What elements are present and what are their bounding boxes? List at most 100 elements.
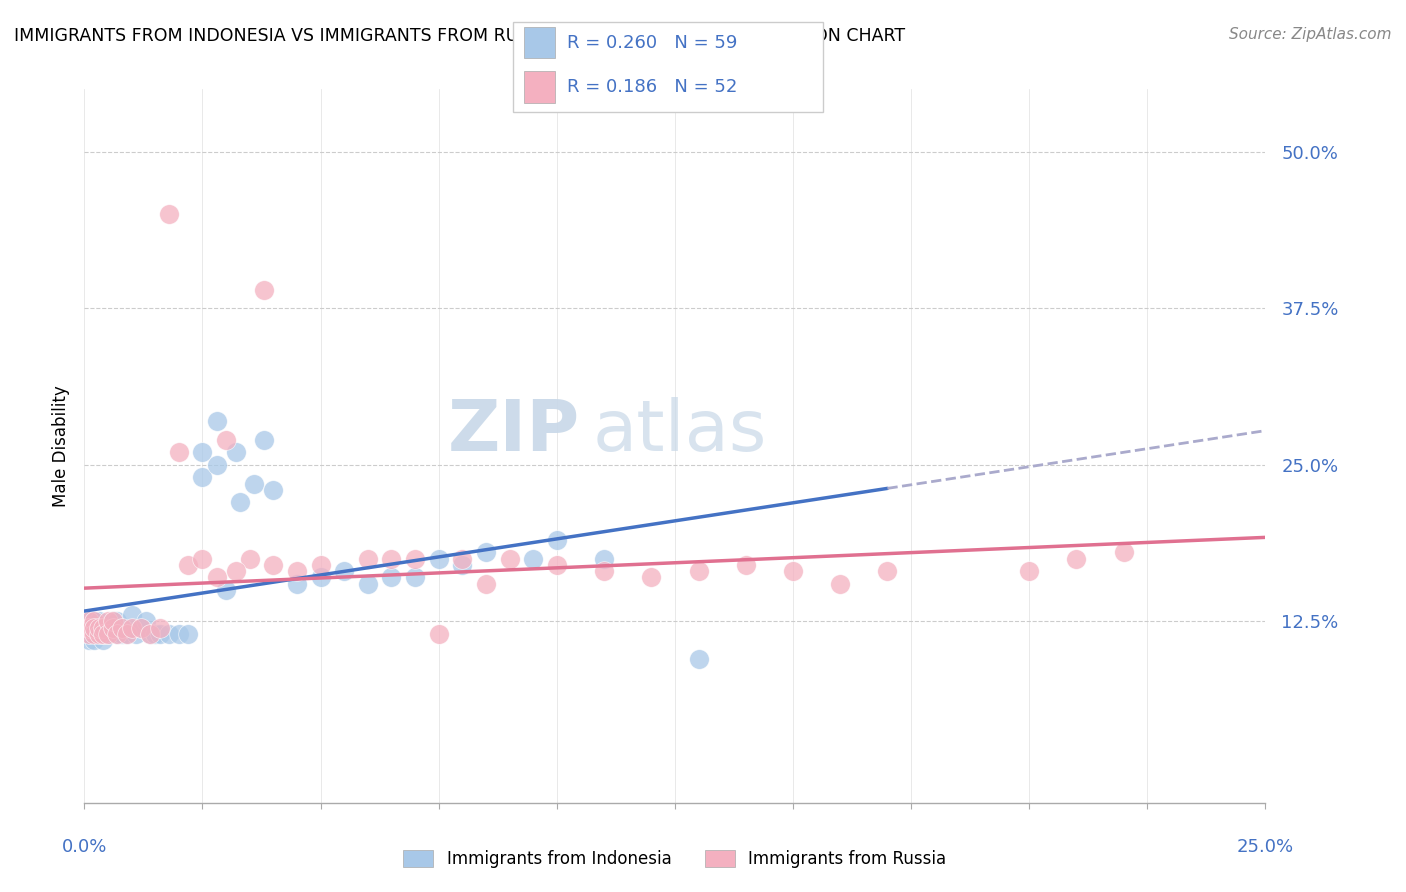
- Text: 25.0%: 25.0%: [1237, 838, 1294, 856]
- Point: [101, 614, 124, 628]
- Point: [357, 576, 380, 591]
- Point: [87, 614, 110, 628]
- Point: [380, 570, 402, 584]
- Point: [83, 621, 105, 635]
- Point: [101, 621, 124, 635]
- Point: [215, 582, 238, 597]
- Point: [177, 558, 200, 572]
- Point: [157, 627, 180, 641]
- Point: [91, 633, 114, 648]
- Point: [225, 445, 247, 459]
- Point: [593, 564, 616, 578]
- Point: [239, 551, 262, 566]
- Text: atlas: atlas: [592, 397, 766, 467]
- Point: [177, 627, 200, 641]
- Point: [77, 621, 100, 635]
- Point: [191, 551, 214, 566]
- Text: R = 0.186   N = 52: R = 0.186 N = 52: [567, 78, 737, 96]
- Point: [285, 576, 308, 591]
- Point: [1112, 545, 1135, 559]
- Point: [309, 558, 332, 572]
- Point: [149, 621, 172, 635]
- Point: [215, 433, 238, 447]
- Text: IMMIGRANTS FROM INDONESIA VS IMMIGRANTS FROM RUSSIA MALE DISABILITY CORRELATION : IMMIGRANTS FROM INDONESIA VS IMMIGRANTS …: [14, 27, 905, 45]
- Point: [135, 614, 157, 628]
- Point: [111, 621, 134, 635]
- Point: [121, 607, 143, 622]
- Point: [83, 621, 105, 635]
- Point: [167, 627, 190, 641]
- Point: [205, 458, 228, 472]
- Point: [107, 627, 129, 641]
- Point: [427, 551, 450, 566]
- Point: [129, 621, 152, 635]
- Point: [111, 627, 134, 641]
- Point: [205, 570, 228, 584]
- Point: [77, 621, 100, 635]
- Point: [115, 627, 138, 641]
- Text: R = 0.260   N = 59: R = 0.260 N = 59: [567, 34, 737, 52]
- Point: [191, 470, 214, 484]
- Point: [546, 533, 568, 547]
- Point: [97, 627, 120, 641]
- Point: [91, 621, 114, 635]
- Point: [546, 558, 568, 572]
- Point: [91, 627, 114, 641]
- Point: [380, 551, 402, 566]
- Point: [125, 627, 148, 641]
- Point: [451, 551, 474, 566]
- Point: [333, 564, 356, 578]
- Point: [157, 207, 180, 221]
- Point: [87, 627, 110, 641]
- Point: [309, 570, 332, 584]
- Point: [225, 564, 247, 578]
- Point: [149, 627, 172, 641]
- Point: [83, 614, 105, 628]
- Legend: Immigrants from Indonesia, Immigrants from Russia: Immigrants from Indonesia, Immigrants fr…: [396, 843, 953, 875]
- Point: [77, 621, 100, 635]
- Point: [77, 627, 100, 641]
- Text: Source: ZipAtlas.com: Source: ZipAtlas.com: [1229, 27, 1392, 42]
- Point: [876, 564, 898, 578]
- Point: [593, 551, 616, 566]
- Point: [83, 614, 105, 628]
- Point: [285, 564, 308, 578]
- Point: [143, 627, 166, 641]
- Point: [101, 614, 124, 628]
- Point: [830, 576, 852, 591]
- Point: [522, 551, 544, 566]
- Point: [427, 627, 450, 641]
- Text: ZIP: ZIP: [449, 397, 581, 467]
- Point: [91, 621, 114, 635]
- Point: [688, 652, 710, 666]
- Point: [404, 570, 426, 584]
- Point: [139, 627, 162, 641]
- Point: [498, 551, 520, 566]
- Point: [83, 627, 105, 641]
- Point: [262, 558, 284, 572]
- Point: [121, 621, 143, 635]
- Point: [404, 551, 426, 566]
- Point: [253, 433, 276, 447]
- Point: [262, 483, 284, 497]
- Point: [1018, 564, 1040, 578]
- Point: [77, 621, 100, 635]
- Point: [87, 621, 110, 635]
- Point: [91, 627, 114, 641]
- Text: 0.0%: 0.0%: [62, 838, 107, 856]
- Point: [191, 445, 214, 459]
- Point: [77, 614, 100, 628]
- Point: [640, 570, 662, 584]
- Point: [475, 545, 498, 559]
- Point: [97, 621, 120, 635]
- Point: [87, 627, 110, 641]
- Point: [1066, 551, 1088, 566]
- Point: [357, 551, 380, 566]
- Point: [83, 627, 105, 641]
- Point: [101, 621, 124, 635]
- Point: [253, 283, 276, 297]
- Point: [139, 627, 162, 641]
- Point: [688, 564, 710, 578]
- Point: [167, 445, 190, 459]
- Point: [475, 576, 498, 591]
